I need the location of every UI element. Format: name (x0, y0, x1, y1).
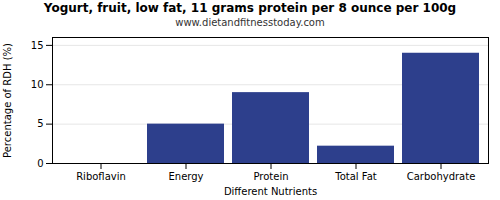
svg-text:Riboflavin: Riboflavin (76, 171, 126, 182)
svg-text:Carbohydrate: Carbohydrate (407, 171, 476, 182)
svg-text:Protein: Protein (253, 171, 288, 182)
svg-text:Different Nutrients: Different Nutrients (224, 186, 317, 197)
html-text:Yogurt, fruit, low fat, 11 gra: Yogurt, fruit, low fat, 11 grams protein… (43, 1, 457, 15)
svg-text:5: 5 (37, 118, 43, 129)
svg-text:10: 10 (31, 79, 44, 90)
svg-text:Energy: Energy (168, 171, 203, 182)
svg-text:0: 0 (37, 158, 43, 169)
svg-text:Percentage of RDH (%): Percentage of RDH (%) (2, 43, 13, 158)
svg-text:Total Fat: Total Fat (334, 171, 376, 182)
svg-text:15: 15 (31, 40, 44, 51)
html-text:www.dietandfitnesstoday.com: www.dietandfitnesstoday.com (175, 17, 325, 28)
